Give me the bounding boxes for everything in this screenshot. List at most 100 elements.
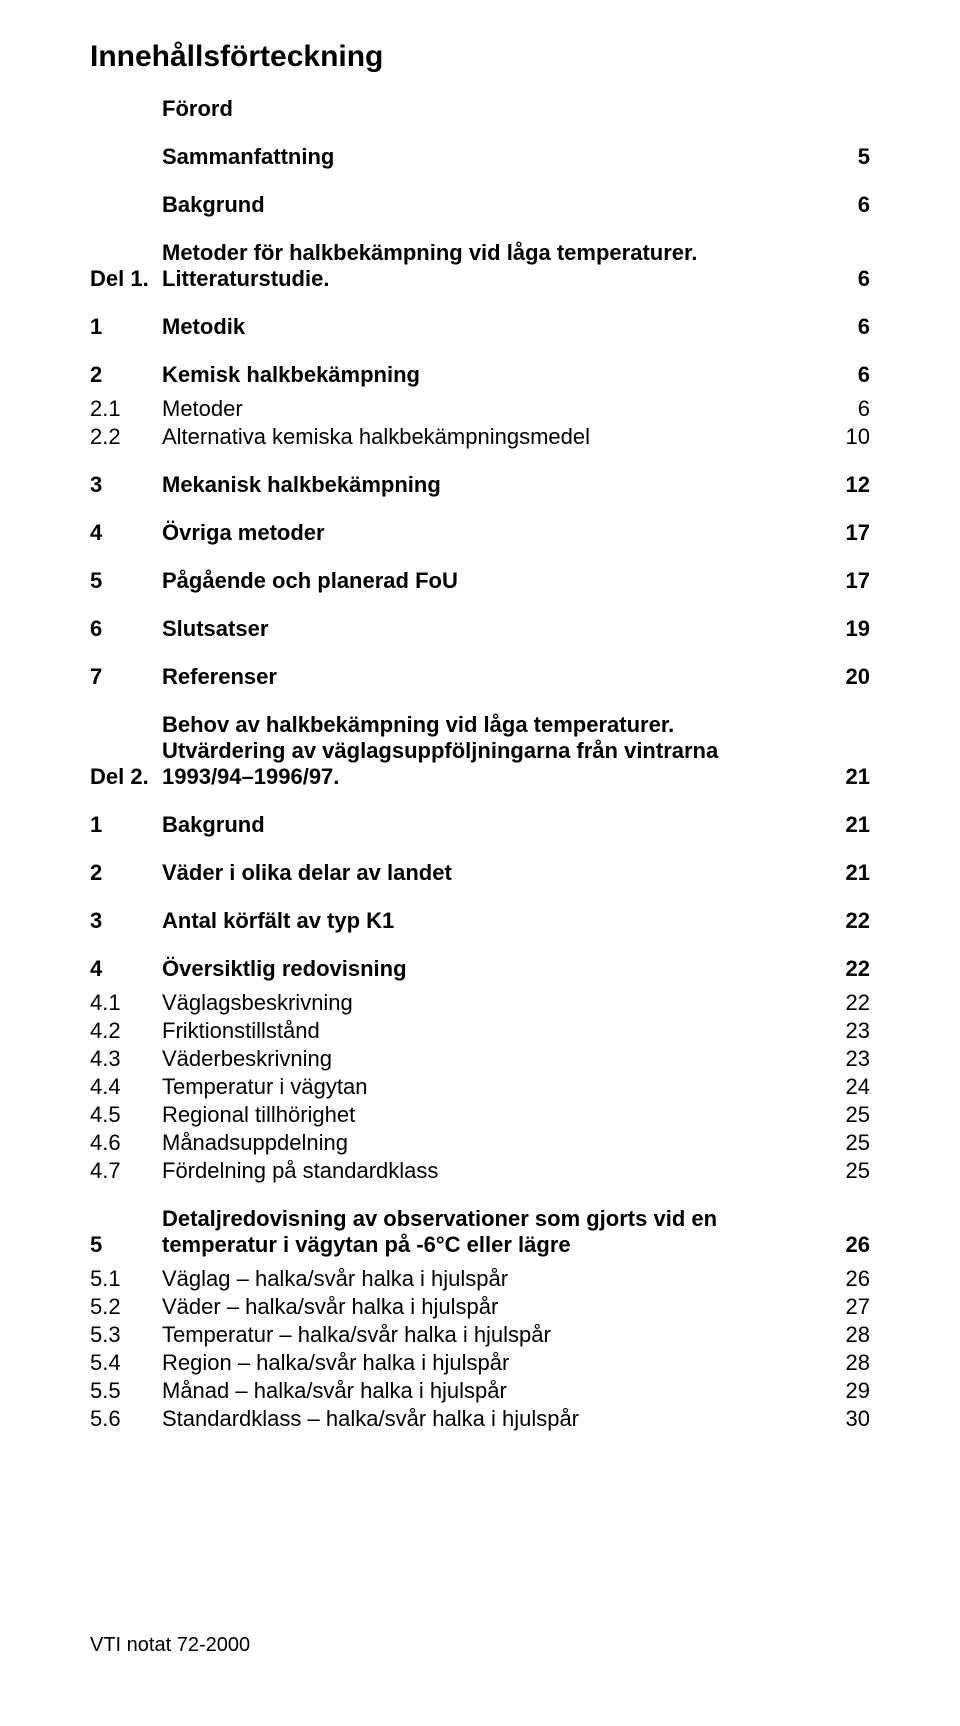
toc-title: Pågående och planerad FoU bbox=[162, 568, 822, 594]
toc-row: 2.2Alternativa kemiska halkbekämpningsme… bbox=[90, 424, 870, 450]
spacer bbox=[90, 690, 870, 712]
toc-page: 29 bbox=[822, 1378, 870, 1404]
spacer bbox=[90, 218, 870, 240]
spacer bbox=[90, 886, 870, 908]
toc-number: 2.1 bbox=[90, 396, 162, 422]
toc-title: Standardklass – halka/svår halka i hjuls… bbox=[162, 1406, 822, 1432]
toc-title: Månadsuppdelning bbox=[162, 1130, 822, 1156]
toc-number: 3 bbox=[90, 472, 162, 498]
toc-title: Bakgrund bbox=[162, 812, 822, 838]
toc-page: 17 bbox=[822, 568, 870, 594]
toc-row: 4.4Temperatur i vägytan24 bbox=[90, 1074, 870, 1100]
toc-title: Metodik bbox=[162, 314, 822, 340]
toc-page: 17 bbox=[822, 520, 870, 546]
toc-title: Alternativa kemiska halkbekämpningsmedel bbox=[162, 424, 822, 450]
toc-title: Väder – halka/svår halka i hjulspår bbox=[162, 1294, 822, 1320]
toc-page: 6 bbox=[822, 362, 870, 388]
spacer bbox=[90, 934, 870, 956]
toc-number: 4.3 bbox=[90, 1046, 162, 1072]
toc-row: 4Övriga metoder17 bbox=[90, 520, 870, 546]
toc-number: 5.3 bbox=[90, 1322, 162, 1348]
toc-page: 20 bbox=[822, 664, 870, 690]
toc-number: 2.2 bbox=[90, 424, 162, 450]
spacer bbox=[90, 292, 870, 314]
toc-row: 4.5Regional tillhörighet25 bbox=[90, 1102, 870, 1128]
toc-number: 5.6 bbox=[90, 1406, 162, 1432]
toc-number: 3 bbox=[90, 908, 162, 934]
toc-page: 22 bbox=[822, 990, 870, 1016]
toc-number: 5.2 bbox=[90, 1294, 162, 1320]
toc-title: Mekanisk halkbekämpning bbox=[162, 472, 822, 498]
toc-row: Del 2.Behov av halkbekämpning vid låga t… bbox=[90, 712, 870, 790]
spacer bbox=[90, 498, 870, 520]
toc-title: Förord bbox=[162, 96, 822, 122]
toc-row: 5.4Region – halka/svår halka i hjulspår2… bbox=[90, 1350, 870, 1376]
toc-page: 21 bbox=[822, 764, 870, 790]
toc-row: 1Metodik6 bbox=[90, 314, 870, 340]
spacer bbox=[90, 1432, 870, 1434]
toc-number: Del 1. bbox=[90, 266, 162, 292]
toc-number: 5 bbox=[90, 568, 162, 594]
toc-title: Metoder bbox=[162, 396, 822, 422]
toc-page: 25 bbox=[822, 1102, 870, 1128]
toc-number: 5.5 bbox=[90, 1378, 162, 1404]
spacer bbox=[90, 388, 870, 396]
toc-row: 2.1Metoder6 bbox=[90, 396, 870, 422]
spacer bbox=[90, 790, 870, 812]
spacer bbox=[90, 982, 870, 990]
toc-number: 4 bbox=[90, 956, 162, 982]
toc-page: 19 bbox=[822, 616, 870, 642]
toc-page: 26 bbox=[822, 1266, 870, 1292]
toc-row: 4.7Fördelning på standardklass25 bbox=[90, 1158, 870, 1184]
toc-number: 1 bbox=[90, 812, 162, 838]
toc-number: 7 bbox=[90, 664, 162, 690]
toc-page: 5 bbox=[822, 144, 870, 170]
toc-number: 4.1 bbox=[90, 990, 162, 1016]
toc-page: 21 bbox=[822, 812, 870, 838]
toc-title: Kemisk halkbekämpning bbox=[162, 362, 822, 388]
spacer bbox=[90, 1258, 870, 1266]
toc-title: Temperatur i vägytan bbox=[162, 1074, 822, 1100]
toc-number: 4.4 bbox=[90, 1074, 162, 1100]
toc-page: 6 bbox=[822, 396, 870, 422]
toc-row: 6Slutsatser19 bbox=[90, 616, 870, 642]
toc-page: 26 bbox=[822, 1232, 870, 1258]
toc-number: 4 bbox=[90, 520, 162, 546]
toc-page: 28 bbox=[822, 1350, 870, 1376]
toc-page: 10 bbox=[822, 424, 870, 450]
toc-title: Referenser bbox=[162, 664, 822, 690]
toc-row: 1Bakgrund21 bbox=[90, 812, 870, 838]
spacer bbox=[90, 122, 870, 144]
toc-title: Bakgrund bbox=[162, 192, 822, 218]
toc-title: Månad – halka/svår halka i hjulspår bbox=[162, 1378, 822, 1404]
page-title: Innehållsförteckning bbox=[90, 40, 870, 74]
toc-row: 5Detaljredovisning av observationer som … bbox=[90, 1206, 870, 1258]
table-of-contents: FörordSammanfattning5Bakgrund6Del 1.Meto… bbox=[90, 96, 870, 1434]
toc-title: Övriga metoder bbox=[162, 520, 822, 546]
toc-number: 2 bbox=[90, 860, 162, 886]
toc-row: 5.1Väglag – halka/svår halka i hjulspår2… bbox=[90, 1266, 870, 1292]
toc-title: Regional tillhörighet bbox=[162, 1102, 822, 1128]
toc-page: 24 bbox=[822, 1074, 870, 1100]
toc-row: 5.6Standardklass – halka/svår halka i hj… bbox=[90, 1406, 870, 1432]
toc-page: 23 bbox=[822, 1018, 870, 1044]
toc-page: 6 bbox=[822, 314, 870, 340]
toc-title: Slutsatser bbox=[162, 616, 822, 642]
toc-row: 7Referenser20 bbox=[90, 664, 870, 690]
spacer bbox=[90, 340, 870, 362]
toc-title: Region – halka/svår halka i hjulspår bbox=[162, 1350, 822, 1376]
toc-row: Sammanfattning5 bbox=[90, 144, 870, 170]
toc-number: 1 bbox=[90, 314, 162, 340]
footer-text: VTI notat 72-2000 bbox=[90, 1634, 870, 1657]
toc-row: 2Väder i olika delar av landet21 bbox=[90, 860, 870, 886]
toc-page: 23 bbox=[822, 1046, 870, 1072]
toc-row: 4.6Månadsuppdelning25 bbox=[90, 1130, 870, 1156]
toc-page: 22 bbox=[822, 908, 870, 934]
toc-number: Del 2. bbox=[90, 764, 162, 790]
spacer bbox=[90, 450, 870, 472]
toc-row: 5.3Temperatur – halka/svår halka i hjuls… bbox=[90, 1322, 870, 1348]
toc-title: Detaljredovisning av observationer som g… bbox=[162, 1206, 822, 1258]
toc-number: 5 bbox=[90, 1232, 162, 1258]
toc-number: 5.4 bbox=[90, 1350, 162, 1376]
toc-page: 27 bbox=[822, 1294, 870, 1320]
